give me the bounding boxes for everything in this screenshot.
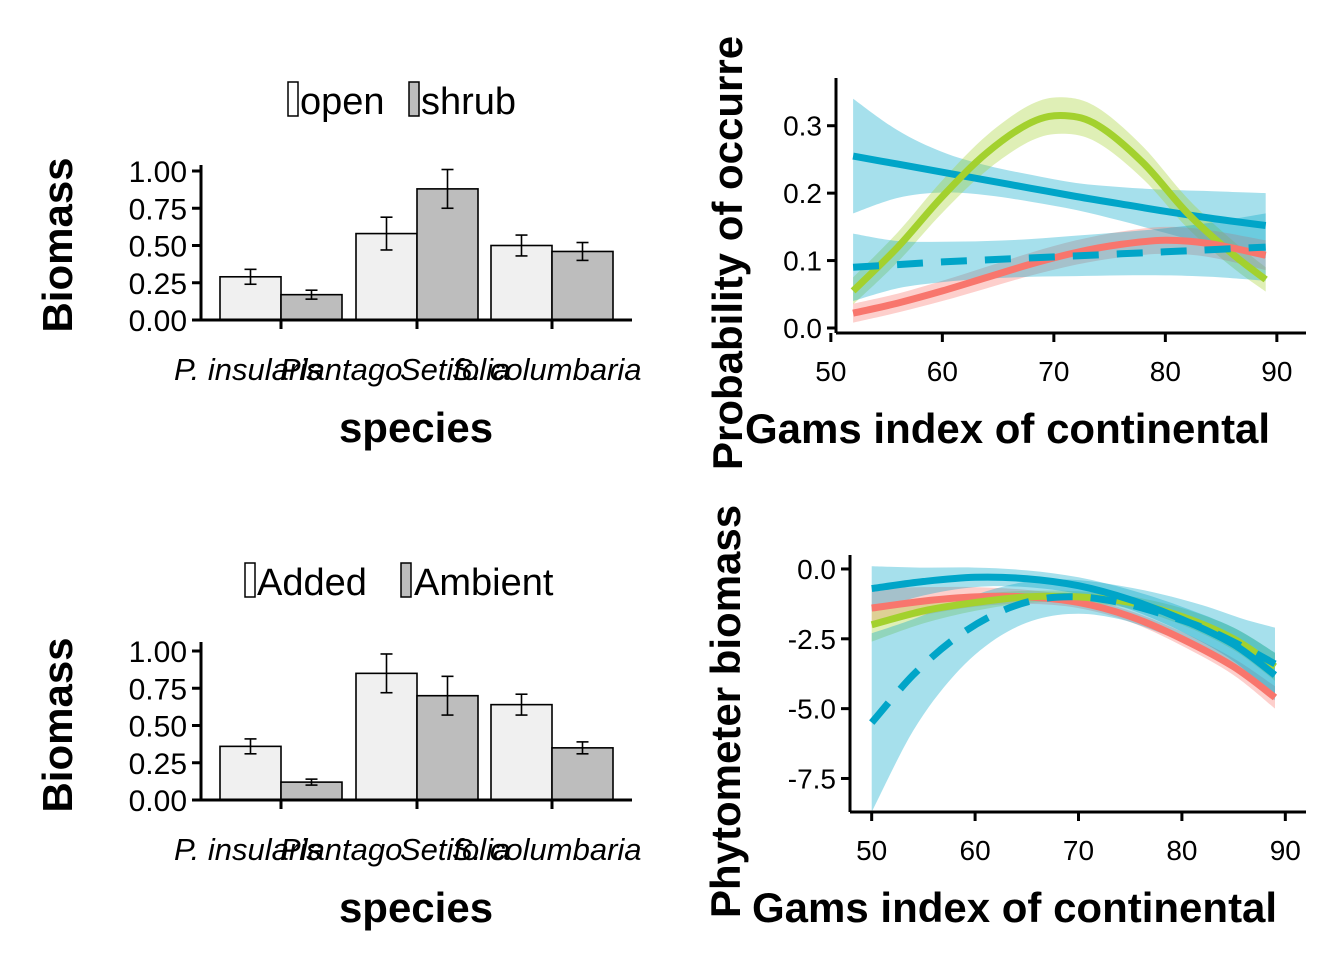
legend-key-added xyxy=(244,562,256,598)
bar xyxy=(551,747,614,801)
legend-key-shrub xyxy=(408,81,420,117)
bars-bottom xyxy=(219,653,614,801)
y-tick-label: 0.0 xyxy=(783,313,822,344)
bars-top xyxy=(219,168,614,321)
y-axis-top: 0.00 0.25 0.50 0.75 1.00 xyxy=(129,156,201,338)
y-tick-label: 0.25 xyxy=(129,748,187,781)
y-tick-label: 0.75 xyxy=(129,193,187,226)
y-tick-label: -5.0 xyxy=(788,694,836,725)
confidence-band xyxy=(871,579,1275,812)
x-axis-title: species xyxy=(339,884,493,931)
panel-bar-top: open shrub 0.00 0.25 0.50 0.75 1.00 P. insul… xyxy=(34,81,642,451)
legend-label-ambient: Ambient xyxy=(414,562,554,604)
panel-line-bottom: 50 60 70 80 90 0.0 -2.5 -5.0 -7.5 Gams index of … xyxy=(702,505,1306,931)
x-tick-label: 80 xyxy=(1150,356,1181,387)
legend-label-open: open xyxy=(300,81,385,123)
y-tick-label: 0.3 xyxy=(783,111,822,142)
bar xyxy=(551,250,614,321)
x-axis-ticks-bottom xyxy=(279,800,554,809)
x-category-label: Plantago xyxy=(280,832,402,867)
x-category-label: P. insularis xyxy=(174,352,322,387)
x-tick-label: 80 xyxy=(1166,835,1197,866)
y-tick-label: 0.25 xyxy=(129,268,187,301)
y-tick-label: 0.00 xyxy=(129,305,187,338)
y-axis-title: Biomass xyxy=(34,157,81,332)
y-tick-label: 0.75 xyxy=(129,673,187,706)
x-category-label: Plantago xyxy=(280,352,402,387)
x-category-label: Setifolia xyxy=(400,352,510,387)
y-tick-label: -2.5 xyxy=(788,624,836,655)
y-axis-title: Biomass xyxy=(34,637,81,812)
y-tick-label: 0.00 xyxy=(129,785,187,818)
x-category-label: P. insularis xyxy=(174,832,322,867)
x-axis-title: Gams index of continental xyxy=(752,884,1277,931)
y-tick-label: 0.50 xyxy=(129,231,187,264)
x-tick-label: 50 xyxy=(856,835,887,866)
legend-label-shrub: shrub xyxy=(421,81,516,123)
panel-bar-bottom: Added Ambient 0.00 0.25 0.50 0.75 1.00 P. in… xyxy=(34,562,642,931)
x-category-label: S. columbaria xyxy=(452,832,642,867)
x-tick-label: 90 xyxy=(1270,835,1301,866)
confidence-band xyxy=(853,98,1266,258)
x-axis-ticks-top xyxy=(279,320,554,329)
x-tick-label: 70 xyxy=(1063,835,1094,866)
y-axis-bottom: 0.00 0.25 0.50 0.75 1.00 xyxy=(129,636,201,818)
axes-line-bottom: 50 60 70 80 90 0.0 -2.5 -5.0 -7.5 xyxy=(788,554,1301,866)
series-line xyxy=(852,243,1266,271)
x-tick-label: 70 xyxy=(1038,356,1069,387)
y-tick-label: 1.00 xyxy=(129,156,187,189)
legend-key-open xyxy=(287,81,299,117)
x-category-label: Setifolia xyxy=(400,832,510,867)
series-line xyxy=(869,593,1277,725)
legend-label-added: Added xyxy=(257,562,367,604)
lines-top xyxy=(850,97,1268,323)
x-category-labels-top: P. insularis Plantago Setifolia S. colum… xyxy=(174,352,642,387)
y-tick-label: -7.5 xyxy=(788,763,836,794)
y-tick-label: 1.00 xyxy=(129,636,187,669)
lines-bottom xyxy=(869,566,1278,812)
y-tick-label: 0.50 xyxy=(129,711,187,744)
axes-line-top: 50 60 70 80 90 0.0 0.1 0.2 0.3 xyxy=(783,111,1292,387)
x-axis-title: species xyxy=(339,404,493,451)
series-line xyxy=(871,592,1278,701)
x-category-labels-bottom: P. insularis Plantago Setifolia S. colum… xyxy=(174,832,642,867)
x-tick-label: 50 xyxy=(815,356,846,387)
bar xyxy=(490,703,553,801)
y-axis-title: Probability of occurre xyxy=(704,36,751,470)
y-tick-label: 0.0 xyxy=(797,554,836,585)
confidence-band xyxy=(871,566,1275,698)
y-axis-title: Phytometer biomass xyxy=(702,505,749,918)
x-tick-label: 60 xyxy=(927,356,958,387)
legend-key-ambient xyxy=(400,562,412,598)
x-category-label: S. columbaria xyxy=(452,352,642,387)
bar xyxy=(355,672,418,801)
panel-line-top: 50 60 70 80 90 0.0 0.1 0.2 0.3 Gams index of con… xyxy=(704,36,1306,470)
x-tick-label: 90 xyxy=(1261,356,1292,387)
y-tick-label: 0.2 xyxy=(783,178,822,209)
x-tick-label: 60 xyxy=(960,835,991,866)
legend-bottom: Added Ambient xyxy=(244,562,554,604)
series-line xyxy=(850,111,1268,294)
legend-top: open shrub xyxy=(287,81,516,123)
y-tick-label: 0.1 xyxy=(783,246,822,277)
x-axis-title: Gams index of continental xyxy=(745,405,1270,452)
